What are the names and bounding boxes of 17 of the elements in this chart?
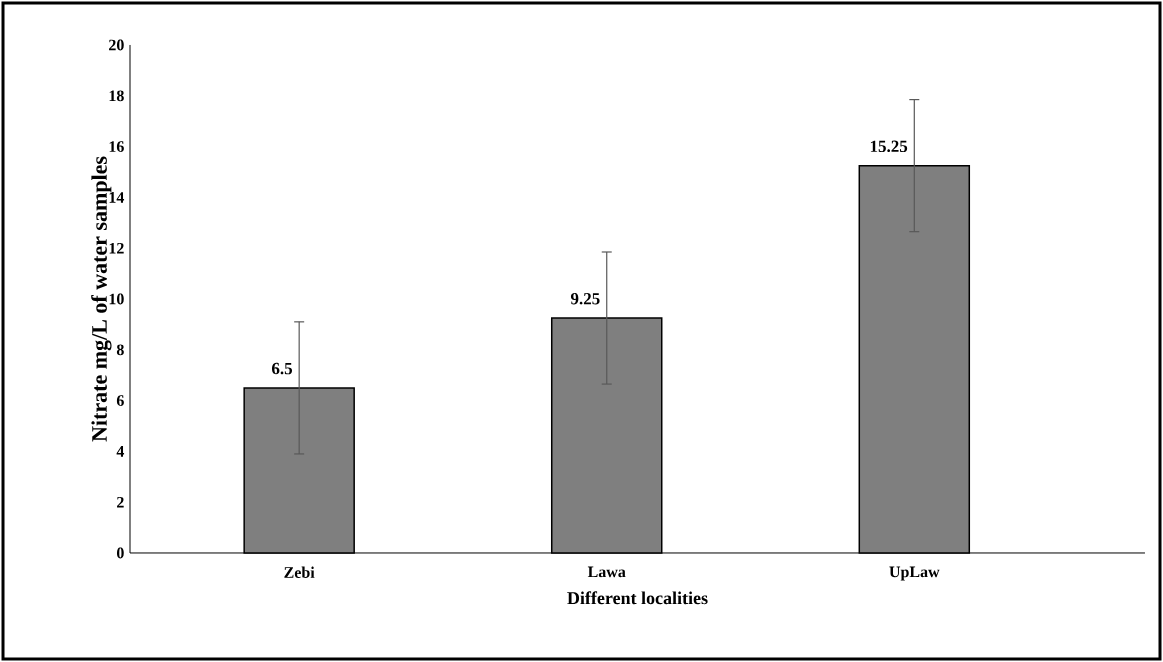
data-label: 15.25	[870, 140, 908, 153]
y-tick-label: 8	[116, 344, 124, 356]
x-tick-label: UpLaw	[889, 566, 940, 581]
y-tick-label: 16	[109, 141, 124, 152]
y-tick-label: 4	[116, 446, 125, 457]
x-axis-title: Different localities	[567, 591, 708, 605]
y-tick-label: 2	[117, 496, 124, 508]
x-tick-label: Zebi	[284, 566, 315, 578]
x-tick-label: Lawa	[587, 566, 626, 578]
data-label: 6.5	[271, 362, 293, 375]
data-label: 9.25	[570, 293, 600, 305]
y-tick-label: 18	[109, 90, 124, 102]
y-tick-label: 0	[116, 547, 124, 559]
y-tick-label: 12	[109, 242, 124, 254]
y-tick-label: 6	[116, 395, 124, 406]
y-tick-label: 20	[109, 39, 124, 51]
y-tick-label: 10	[109, 293, 124, 305]
